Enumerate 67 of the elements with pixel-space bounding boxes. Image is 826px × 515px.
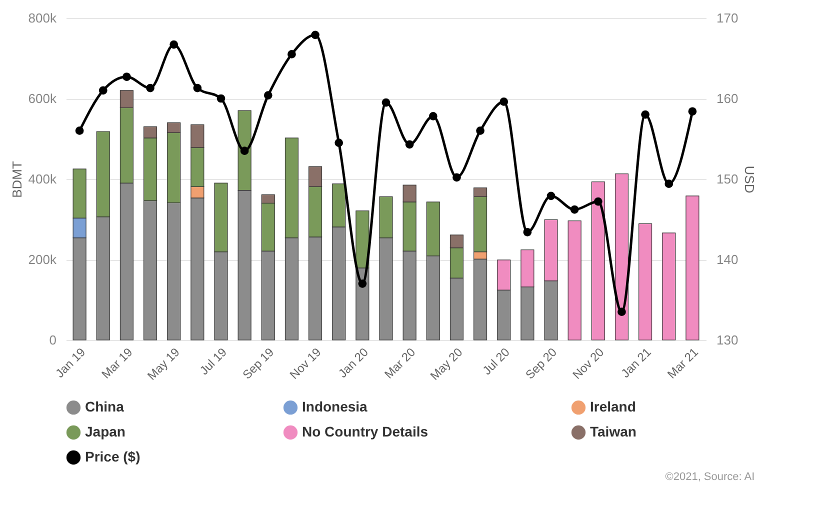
x-tick-label: Sep 20 (522, 344, 560, 382)
x-tick-label: Jan 20 (336, 344, 372, 380)
point (476, 126, 484, 135)
bar (662, 232, 676, 340)
point (358, 279, 367, 288)
y2-axis-title: USD (742, 166, 758, 194)
text: ©2021, Source: AI (665, 471, 755, 483)
legend-label: Japan (85, 424, 126, 440)
point (523, 228, 532, 236)
point (288, 50, 296, 58)
legend-label: No Country Details (302, 424, 428, 440)
point (570, 205, 579, 214)
y-tick-label: 400k (28, 172, 57, 186)
x-tick-label: Jul 19 (196, 344, 230, 378)
y-tick-label: 600k (28, 91, 57, 106)
bar (591, 182, 605, 340)
point (122, 72, 131, 81)
point (641, 110, 650, 119)
y-axis-title: BDMT (9, 161, 24, 198)
y2-tick-label: 140 (716, 252, 738, 267)
point (500, 98, 508, 106)
y2-tick-label: 170 (716, 10, 738, 26)
y2-tick-label: 150 (716, 172, 738, 186)
y-tick-label: 800k (28, 10, 57, 26)
x-tick-label: Jan 21 (618, 344, 654, 380)
bar (568, 220, 582, 340)
bar (614, 173, 629, 340)
legend-label: Taiwan (590, 424, 636, 440)
point (452, 173, 461, 182)
point (664, 180, 674, 188)
point (146, 84, 154, 92)
point (75, 126, 84, 135)
point (382, 98, 390, 107)
x-tick-label: Mar 20 (382, 344, 418, 382)
point (546, 192, 556, 200)
point (688, 107, 697, 116)
point (240, 146, 249, 155)
legend-label: China (85, 398, 124, 415)
x-tick-label: Jul 20 (480, 344, 513, 378)
y-tick-label: 200k (28, 252, 57, 267)
x-tick-label: Jan 19 (52, 344, 88, 380)
y2-tick-label: 130 (716, 332, 738, 348)
x-tick-label: Mar 21 (664, 344, 702, 382)
legend-label: Price ($) (85, 448, 140, 464)
x-tick-label: May 19 (144, 344, 183, 383)
legend-label: Indonesia (302, 398, 368, 415)
x-tick-label: Sep 19 (240, 344, 277, 382)
point (311, 30, 320, 40)
point (170, 40, 178, 49)
point (264, 91, 272, 100)
bar (638, 223, 652, 340)
point (98, 86, 108, 95)
point (193, 84, 202, 92)
point (334, 138, 344, 147)
legend-label: Ireland (590, 398, 636, 415)
x-tick-label: Nov 20 (570, 344, 607, 382)
point (428, 112, 438, 120)
x-tick-label: Nov 19 (286, 344, 324, 382)
point (594, 197, 602, 206)
x-tick-label: Mar 19 (98, 344, 136, 382)
point (216, 94, 226, 103)
point (405, 140, 414, 149)
x-tick-label: May 20 (427, 344, 466, 383)
point (618, 308, 626, 316)
bar (686, 196, 700, 340)
y2-tick-label: 160 (716, 91, 738, 106)
y-tick-label: 0 (49, 332, 56, 348)
